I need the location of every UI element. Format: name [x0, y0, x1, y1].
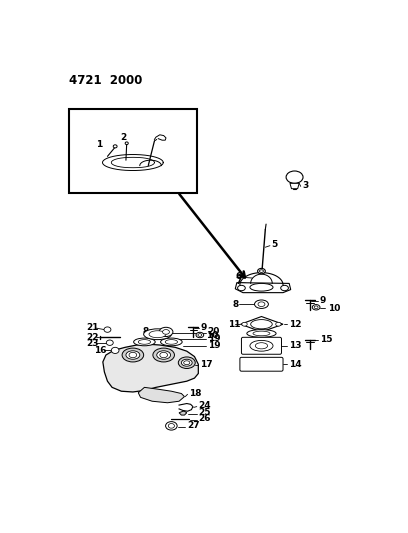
Text: 9: 9	[201, 323, 207, 332]
Ellipse shape	[157, 351, 171, 359]
Ellipse shape	[255, 300, 268, 309]
Text: 22: 22	[86, 333, 99, 342]
Ellipse shape	[182, 359, 192, 366]
Polygon shape	[179, 411, 187, 415]
Text: 9: 9	[320, 296, 326, 305]
Ellipse shape	[165, 340, 177, 344]
Ellipse shape	[247, 329, 276, 337]
Ellipse shape	[184, 361, 190, 365]
Ellipse shape	[168, 424, 175, 428]
Ellipse shape	[257, 269, 265, 274]
Ellipse shape	[161, 338, 182, 346]
Ellipse shape	[160, 352, 168, 358]
Text: 10: 10	[206, 332, 218, 340]
Text: 8: 8	[233, 300, 239, 309]
Ellipse shape	[149, 331, 166, 338]
Ellipse shape	[144, 329, 171, 340]
Ellipse shape	[250, 284, 273, 291]
Ellipse shape	[153, 348, 175, 362]
Text: 12: 12	[289, 320, 302, 329]
Ellipse shape	[106, 340, 113, 345]
Ellipse shape	[242, 322, 247, 326]
Ellipse shape	[198, 334, 202, 336]
Text: 21: 21	[86, 323, 99, 332]
Text: 19: 19	[208, 334, 220, 343]
FancyBboxPatch shape	[242, 337, 282, 354]
Ellipse shape	[162, 329, 169, 334]
Text: 4721  2000: 4721 2000	[69, 75, 142, 87]
Text: 24: 24	[198, 401, 211, 410]
Text: 26: 26	[198, 415, 211, 423]
Polygon shape	[138, 387, 184, 403]
Ellipse shape	[281, 285, 288, 290]
Polygon shape	[290, 183, 299, 189]
Text: 25: 25	[198, 408, 211, 417]
Text: 5: 5	[271, 240, 278, 249]
Ellipse shape	[255, 343, 268, 349]
Ellipse shape	[259, 270, 264, 272]
Ellipse shape	[276, 322, 281, 326]
Ellipse shape	[126, 351, 140, 359]
Text: 17: 17	[200, 360, 213, 369]
FancyBboxPatch shape	[240, 357, 283, 371]
Ellipse shape	[134, 338, 155, 346]
Text: 11: 11	[228, 320, 240, 329]
Bar	[69, 109, 197, 193]
Polygon shape	[235, 282, 291, 293]
Ellipse shape	[250, 341, 273, 351]
Text: 7: 7	[235, 277, 242, 286]
Ellipse shape	[237, 285, 245, 290]
Text: 6: 6	[235, 272, 242, 281]
Text: 2: 2	[120, 133, 126, 142]
Text: 13: 13	[289, 341, 302, 350]
Text: 16: 16	[94, 346, 107, 355]
Ellipse shape	[166, 422, 177, 430]
Ellipse shape	[122, 348, 144, 362]
Text: 14: 14	[289, 360, 302, 369]
Ellipse shape	[125, 142, 128, 144]
Text: 19: 19	[208, 341, 220, 350]
Text: 27: 27	[187, 422, 200, 430]
Text: 23: 23	[86, 339, 99, 348]
Ellipse shape	[286, 171, 303, 183]
Ellipse shape	[178, 357, 195, 368]
Text: 20: 20	[208, 327, 220, 336]
Ellipse shape	[312, 304, 320, 310]
Ellipse shape	[159, 327, 173, 336]
Ellipse shape	[129, 352, 137, 358]
Polygon shape	[241, 317, 283, 332]
Ellipse shape	[196, 332, 204, 338]
Ellipse shape	[104, 327, 111, 332]
Ellipse shape	[111, 348, 119, 353]
Text: 10: 10	[328, 304, 340, 312]
Ellipse shape	[251, 320, 272, 329]
Text: 3: 3	[302, 181, 308, 190]
Ellipse shape	[314, 306, 318, 309]
Polygon shape	[103, 344, 198, 392]
Text: 1: 1	[96, 140, 102, 149]
Ellipse shape	[138, 340, 151, 344]
Text: 18: 18	[189, 389, 202, 398]
Text: 8: 8	[143, 327, 149, 336]
Ellipse shape	[253, 331, 270, 336]
Ellipse shape	[258, 302, 265, 306]
Text: 15: 15	[320, 335, 333, 344]
Ellipse shape	[113, 145, 117, 148]
